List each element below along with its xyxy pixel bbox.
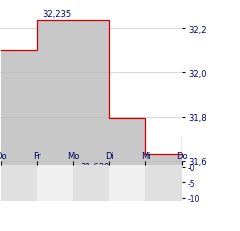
Bar — [1, 166, 37, 201]
Bar — [73, 166, 109, 201]
Bar — [145, 166, 182, 201]
Text: 31,630: 31,630 — [80, 162, 109, 171]
Bar — [109, 166, 145, 201]
Bar — [37, 166, 73, 201]
Text: 32,235: 32,235 — [42, 10, 71, 19]
